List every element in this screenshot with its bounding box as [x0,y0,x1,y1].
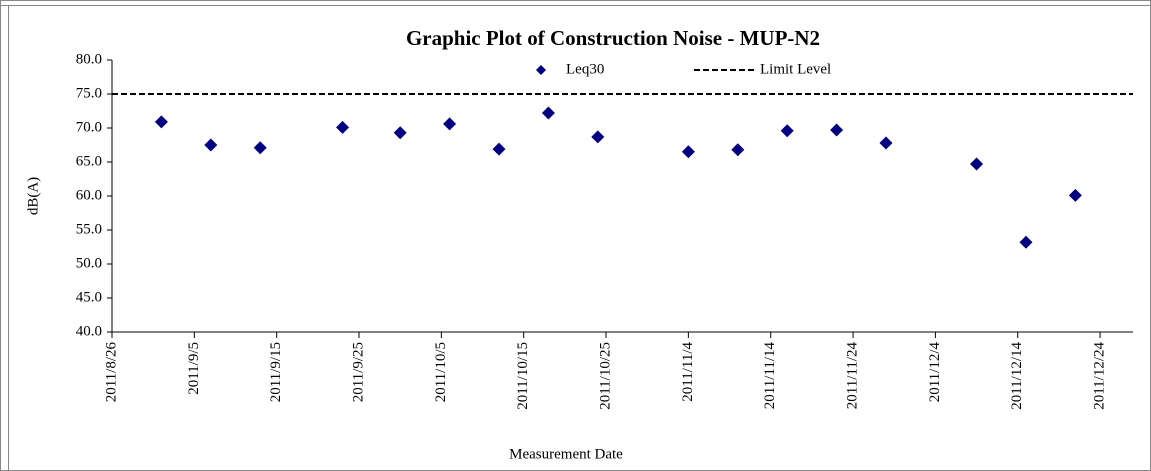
y-tick-label: 45.0 [76,289,102,305]
point [393,126,407,140]
y-tick-label: 80.0 [76,51,102,67]
point [154,115,168,129]
point [492,142,506,156]
point [731,143,745,157]
point [780,124,794,138]
point [541,106,555,120]
point [204,138,218,152]
chart-title: Graphic Plot of Construction Noise - MUP… [406,26,820,50]
legend-label: Leq30 [566,61,604,77]
point [681,145,695,159]
x-tick-label: 2011/11/14 [762,342,778,410]
x-tick-label: 2011/9/15 [268,342,284,402]
y-tick-label: 75.0 [76,85,102,101]
y-axis-title: dB(A) [25,177,41,215]
point [336,120,350,134]
x-tick-label: 2011/8/26 [103,342,119,403]
x-axis-title: Measurement Date [509,446,623,462]
y-tick-label: 65.0 [76,153,102,169]
point [1068,188,1082,202]
x-tick-label: 2011/10/15 [515,342,531,410]
point [253,141,267,155]
point [443,117,457,131]
x-tick-label: 2011/12/14 [1009,342,1025,410]
legend-label: Limit Level [760,61,831,77]
y-tick-label: 55.0 [76,221,102,237]
legend-marker [536,65,546,75]
x-tick-label: 2011/12/4 [927,342,943,403]
x-tick-label: 2011/11/4 [680,342,696,402]
x-tick-label: 2011/9/25 [350,342,366,402]
point [879,136,893,150]
y-tick-label: 50.0 [76,255,102,271]
x-tick-label: 2011/11/24 [844,342,860,410]
point [970,157,984,171]
x-tick-label: 2011/9/5 [186,342,202,395]
point [591,130,605,144]
y-tick-label: 70.0 [76,119,102,135]
point [830,123,844,137]
y-tick-label: 40.0 [76,323,102,339]
x-tick-label: 2011/10/25 [597,342,613,410]
point [1019,235,1033,249]
x-tick-label: 2011/10/5 [433,342,449,402]
y-tick-label: 60.0 [76,187,102,203]
x-tick-label: 2011/12/24 [1092,342,1108,410]
